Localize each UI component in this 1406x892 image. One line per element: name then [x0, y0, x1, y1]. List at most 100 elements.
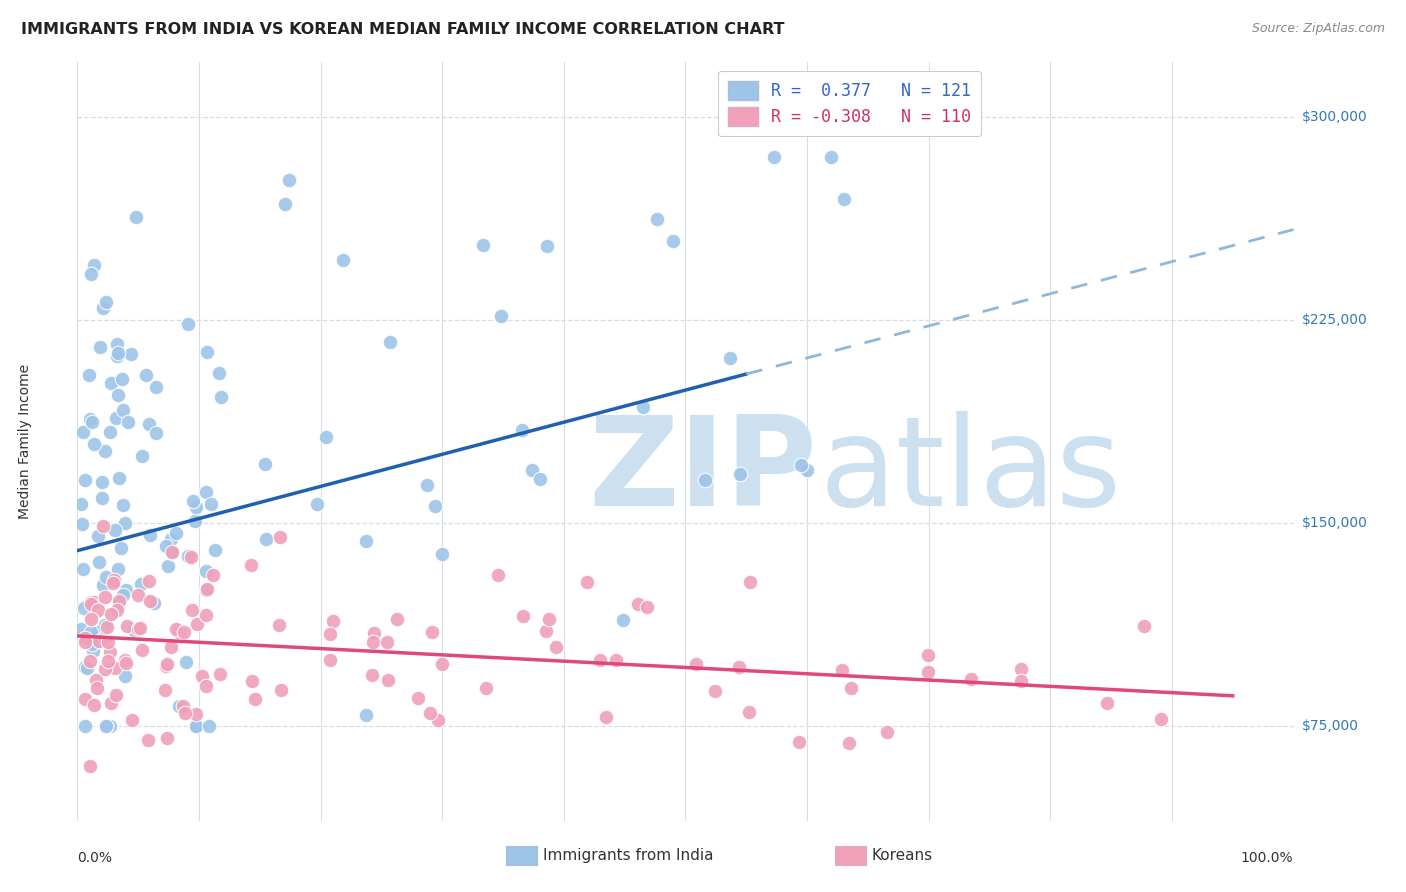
Point [489, 309, 512, 323]
Point [305, 497, 328, 511]
Point [91, 301, 114, 315]
Point [1010, 674, 1032, 689]
Point [167, 624, 190, 639]
Point [1010, 662, 1032, 676]
Point [167, 699, 190, 714]
Point [332, 252, 354, 267]
Point [105, 336, 128, 351]
Point [75, 473, 97, 487]
Point [375, 635, 398, 649]
Point [87, 555, 110, 569]
Point [820, 150, 842, 164]
Point [430, 547, 453, 561]
Point [155, 659, 177, 673]
Point [406, 691, 429, 706]
Point [120, 347, 142, 361]
Text: Koreans: Koreans [872, 848, 932, 863]
Point [354, 533, 377, 548]
Point [387, 613, 409, 627]
Point [662, 234, 685, 248]
Point [695, 473, 717, 487]
Point [80, 597, 103, 611]
Point [107, 599, 129, 613]
Point [162, 544, 184, 558]
Point [363, 626, 385, 640]
Point [82, 637, 104, 651]
Point [377, 673, 399, 688]
Point [486, 568, 509, 582]
Point [108, 594, 131, 608]
Point [91, 491, 114, 505]
Point [114, 653, 136, 667]
Point [787, 734, 810, 748]
Point [184, 719, 207, 733]
Point [104, 660, 127, 674]
Point [83, 437, 105, 451]
Point [195, 607, 218, 622]
Point [79, 268, 101, 282]
Point [474, 681, 496, 695]
Point [423, 499, 446, 513]
Point [180, 602, 202, 616]
Point [605, 653, 627, 667]
Text: Source: ZipAtlas.com: Source: ZipAtlas.com [1251, 22, 1385, 36]
Point [100, 607, 122, 622]
Point [107, 388, 129, 402]
Point [595, 710, 617, 724]
Point [637, 599, 659, 614]
Point [105, 349, 128, 363]
Point [103, 523, 125, 537]
Point [83, 698, 105, 713]
Point [114, 656, 136, 670]
Point [427, 713, 450, 727]
Point [93, 618, 115, 632]
Point [522, 463, 544, 477]
Point [156, 731, 179, 746]
Point [173, 624, 195, 639]
Point [91, 578, 114, 592]
Point [131, 450, 153, 464]
Point [534, 624, 557, 638]
Point [93, 630, 115, 644]
Point [127, 622, 149, 636]
Point [97, 654, 120, 668]
Point [153, 682, 176, 697]
Point [1150, 712, 1173, 726]
Point [87, 624, 110, 639]
Point [195, 679, 218, 693]
Point [103, 573, 125, 587]
Point [186, 616, 208, 631]
Point [195, 564, 218, 578]
Point [135, 368, 157, 383]
Point [93, 662, 115, 676]
Point [155, 540, 177, 554]
Point [94, 569, 117, 583]
Point [876, 725, 898, 739]
Point [184, 719, 207, 733]
Text: Immigrants from India: Immigrants from India [543, 848, 713, 863]
Point [110, 541, 132, 555]
Point [100, 696, 122, 710]
Point [107, 471, 129, 485]
Point [917, 648, 939, 662]
Point [75, 660, 97, 674]
Point [378, 334, 401, 349]
Point [111, 402, 134, 417]
Point [796, 463, 818, 477]
Point [138, 528, 160, 542]
Point [89, 340, 111, 354]
Point [626, 597, 648, 611]
Point [361, 635, 384, 649]
Point [125, 211, 148, 225]
Point [94, 719, 117, 733]
Point [274, 197, 297, 211]
Point [917, 665, 939, 679]
Point [763, 150, 786, 164]
Point [139, 594, 162, 608]
Point [80, 611, 103, 625]
Point [138, 574, 160, 589]
Point [838, 736, 860, 750]
Point [645, 211, 668, 226]
Point [96, 620, 118, 634]
Point [174, 656, 197, 670]
